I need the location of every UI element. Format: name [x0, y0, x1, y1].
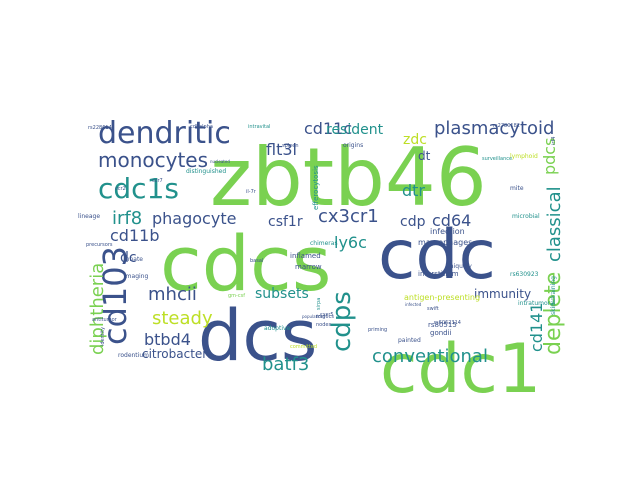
word-marrow: marrow — [295, 263, 322, 271]
word-adoptive: adoptive — [264, 325, 291, 332]
word-il-7r: il-7r — [246, 189, 257, 195]
word-flt3l: flt3l — [266, 140, 297, 159]
word-mig6cs: mig6cs — [316, 314, 334, 320]
word-rodentium: rodentium — [118, 352, 149, 359]
word-gm-csf: gm-csf — [228, 293, 245, 299]
word-cxcr5: cxcr5 — [320, 312, 334, 318]
word-macrophages: macrophages — [418, 238, 472, 247]
word-cd8alpha: cd8alpha — [190, 124, 213, 130]
word-antigen-presenting: antigen-presenting — [404, 293, 480, 302]
word-cdps: cdps — [327, 291, 357, 352]
word-dcs: dcs — [198, 295, 317, 377]
word-zbtb46: zbtb46 — [210, 131, 487, 224]
word-cd103: cd103 — [96, 246, 134, 345]
word-ccr2: ccr2 — [115, 186, 126, 192]
word-batf3: batf3 — [262, 354, 309, 375]
word-irf8: irf8 — [112, 208, 142, 229]
word-mhcii: mhcii — [148, 284, 197, 305]
word-spleen: spleen — [282, 143, 299, 149]
word-cd64: cd64 — [432, 211, 471, 230]
word-lineage: lineage — [78, 213, 100, 220]
word-monocytes: monocytes — [98, 148, 208, 172]
word-nucleated: nucleated — [210, 159, 230, 164]
word-precursors: precursors — [86, 242, 113, 248]
word-classical: classical — [544, 186, 565, 262]
word-cdcs: cdcs — [160, 219, 331, 308]
word-cd11c: cd11c — [304, 119, 352, 138]
word-immunity: immunity — [474, 287, 531, 301]
word-populations: populations — [302, 314, 325, 319]
word-imaging: imaging — [124, 273, 148, 280]
word-antitumor: antitumor — [92, 317, 118, 323]
word-ccr7: ccr7 — [152, 178, 163, 184]
word-chimeras: chimeras — [310, 240, 338, 247]
word-infection: infection — [430, 227, 465, 236]
word-ly6c: ly6c — [334, 233, 367, 252]
word-gondii: gondii — [430, 329, 452, 337]
word-cdc1s: cdc1s — [98, 172, 179, 205]
word-mite: mite — [510, 185, 524, 192]
word-cdc: cdc — [378, 216, 496, 295]
word-inflamed: inflamed — [290, 252, 321, 260]
word-swift: swift — [427, 306, 439, 312]
word-distinguished: distinguished — [186, 168, 226, 175]
word-dc: dc — [120, 250, 137, 266]
word-innate: innate — [124, 256, 143, 263]
word-rs6062314: rs6062314 — [434, 320, 461, 326]
word-rs630923: rs630923 — [510, 271, 539, 278]
word-rs228614: rs228614 — [88, 125, 112, 131]
word-resident: resident — [326, 122, 384, 138]
word-infected: infected — [405, 302, 422, 307]
word-microbial: microbial — [512, 213, 540, 220]
word-surveillance: surveillance — [482, 156, 512, 162]
word-sirpa: sirpa — [316, 298, 322, 310]
word-efferocytosis: efferocytosis — [312, 165, 320, 210]
word-csf1r: csf1r — [268, 214, 303, 230]
word-origins: origins — [343, 142, 363, 149]
word-dendritic: dendritic — [98, 116, 231, 151]
word-basal: basal — [250, 258, 263, 264]
word-skin-draining: skin-draining — [550, 276, 557, 315]
word-priming: priming — [368, 327, 387, 333]
word-cx3cr1: cx3cr1 — [318, 206, 379, 227]
word-committed: committed — [290, 344, 317, 350]
word-conventional: conventional — [372, 346, 488, 367]
word-plasmacytoid: plasmacytoid — [434, 118, 554, 139]
word-rs80515: rs80515 — [428, 321, 457, 329]
word-phagocyte: phagocyte — [152, 209, 236, 228]
word-zdc: zdc — [403, 132, 427, 148]
word-nodes: nodes — [316, 322, 331, 328]
word-citrobacter: citrobacter — [142, 347, 207, 361]
word-identity: identity — [100, 327, 106, 346]
word-cd141: cd141 — [527, 303, 546, 353]
word-btbd4: btbd4 — [144, 330, 191, 349]
word-subsets: subsets — [255, 286, 309, 302]
word-steady: steady — [152, 308, 213, 329]
word-irf4: irf4 — [551, 137, 557, 145]
word-cdp: cdp — [400, 214, 426, 230]
word-cdc1: cdc1 — [380, 330, 541, 409]
word-interstitium: interstitium — [418, 270, 459, 278]
word-intratumoral: intratumoral — [518, 300, 556, 307]
word-deplete: deplete — [541, 272, 566, 355]
word-cd11b: cd11b — [110, 226, 159, 245]
word-pdcs: pdcs — [540, 138, 559, 175]
word-dtr: dtr — [402, 181, 425, 200]
word-uniquely: uniquely — [446, 263, 472, 270]
word-diphtheria: diphtheria — [87, 263, 108, 355]
word-rs2780182: rs2780182 — [493, 123, 520, 129]
word-lymphoid: lymphoid — [510, 153, 538, 160]
word-intravital: intravital — [248, 124, 270, 130]
word-painted: painted — [398, 337, 421, 344]
word-dt: dt — [418, 149, 431, 163]
